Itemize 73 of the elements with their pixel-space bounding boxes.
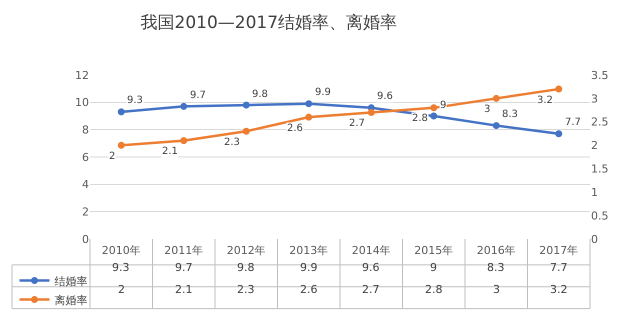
y2-tick-label: 0.5 (591, 209, 608, 222)
x-tick-label: 2010年 (102, 244, 141, 257)
text: 9 (430, 261, 437, 274)
point (305, 100, 312, 108)
data-label: 2.3 (224, 137, 240, 148)
point (118, 142, 125, 149)
text: 8.3 (487, 261, 504, 274)
y2-tick-label: 1 (591, 186, 598, 199)
x-tick-label: 2013年 (289, 244, 328, 257)
data-label: 2.1 (162, 146, 178, 157)
y-tick-label: 12 (75, 68, 89, 82)
point (430, 112, 438, 120)
text: 3 (493, 283, 500, 296)
y-tick-label: 0 (82, 232, 89, 246)
y-tick-label: 2 (82, 206, 89, 219)
data-label: 9.6 (377, 91, 393, 102)
y2-tick-label: 3 (591, 92, 598, 106)
y2-tick-label: 2.5 (591, 116, 608, 129)
text: 2 (118, 283, 125, 296)
x-tick-label: 2014年 (352, 244, 391, 257)
text: 2.8 (425, 283, 442, 296)
y-tick-label: 4 (82, 178, 89, 192)
point (242, 128, 250, 135)
x-tick-label: 2011年 (164, 244, 204, 257)
text: 2.3 (237, 283, 254, 296)
point (180, 102, 188, 110)
point (555, 86, 562, 93)
y2-tick-label: 2 (591, 139, 598, 152)
point (180, 137, 188, 144)
point (118, 108, 125, 116)
data-label: 3.2 (537, 95, 553, 106)
point (430, 104, 438, 112)
legend-label: 结婚率 (54, 274, 88, 288)
legend-label: 离婚率 (54, 294, 88, 307)
y-tick-label: 6 (82, 150, 89, 164)
data-label: 9.3 (127, 95, 143, 106)
data-label: 2.7 (349, 118, 365, 129)
y2-tick-label: 3.5 (591, 68, 608, 82)
data-label: 2.8 (412, 113, 428, 124)
point (492, 94, 500, 102)
x-tick-label: 2012年 (226, 244, 266, 257)
point (492, 122, 500, 130)
x-tick-label: 2016年 (476, 244, 516, 257)
text: 2.1 (175, 283, 192, 296)
point (305, 114, 312, 121)
data-label: 9 (440, 100, 446, 111)
data-label: 9.7 (190, 90, 206, 101)
text: 9.7 (175, 261, 192, 274)
data-label: 2 (109, 151, 116, 162)
point (368, 108, 375, 116)
point (555, 130, 562, 138)
data-label: 2.6 (287, 123, 303, 134)
x-tick-label: 2015年 (414, 244, 454, 257)
x-tick-label: 2017年 (539, 244, 578, 257)
y2-tick-label: 1.5 (591, 162, 608, 176)
chart-title: 我国2010—2017结婚率、离婚率 (140, 13, 398, 34)
point (242, 102, 250, 109)
text: 7.7 (550, 261, 568, 274)
text: 9.6 (362, 261, 380, 274)
text: 3.2 (550, 283, 568, 296)
data-label: 9.9 (315, 87, 331, 98)
text: 9.9 (300, 261, 318, 274)
y-tick-label: 10 (75, 96, 89, 110)
data-label: 8.3 (502, 109, 518, 120)
data-label: 9.8 (252, 89, 268, 100)
text: 9.3 (112, 261, 130, 274)
data-label: 3 (484, 104, 490, 115)
text: 2.7 (362, 283, 380, 296)
text: 2.6 (300, 283, 318, 296)
y2-tick-label: 0 (591, 232, 598, 246)
data-label: 7.7 (565, 117, 581, 128)
text: 9.8 (237, 261, 254, 274)
y-tick-label: 8 (82, 124, 89, 137)
